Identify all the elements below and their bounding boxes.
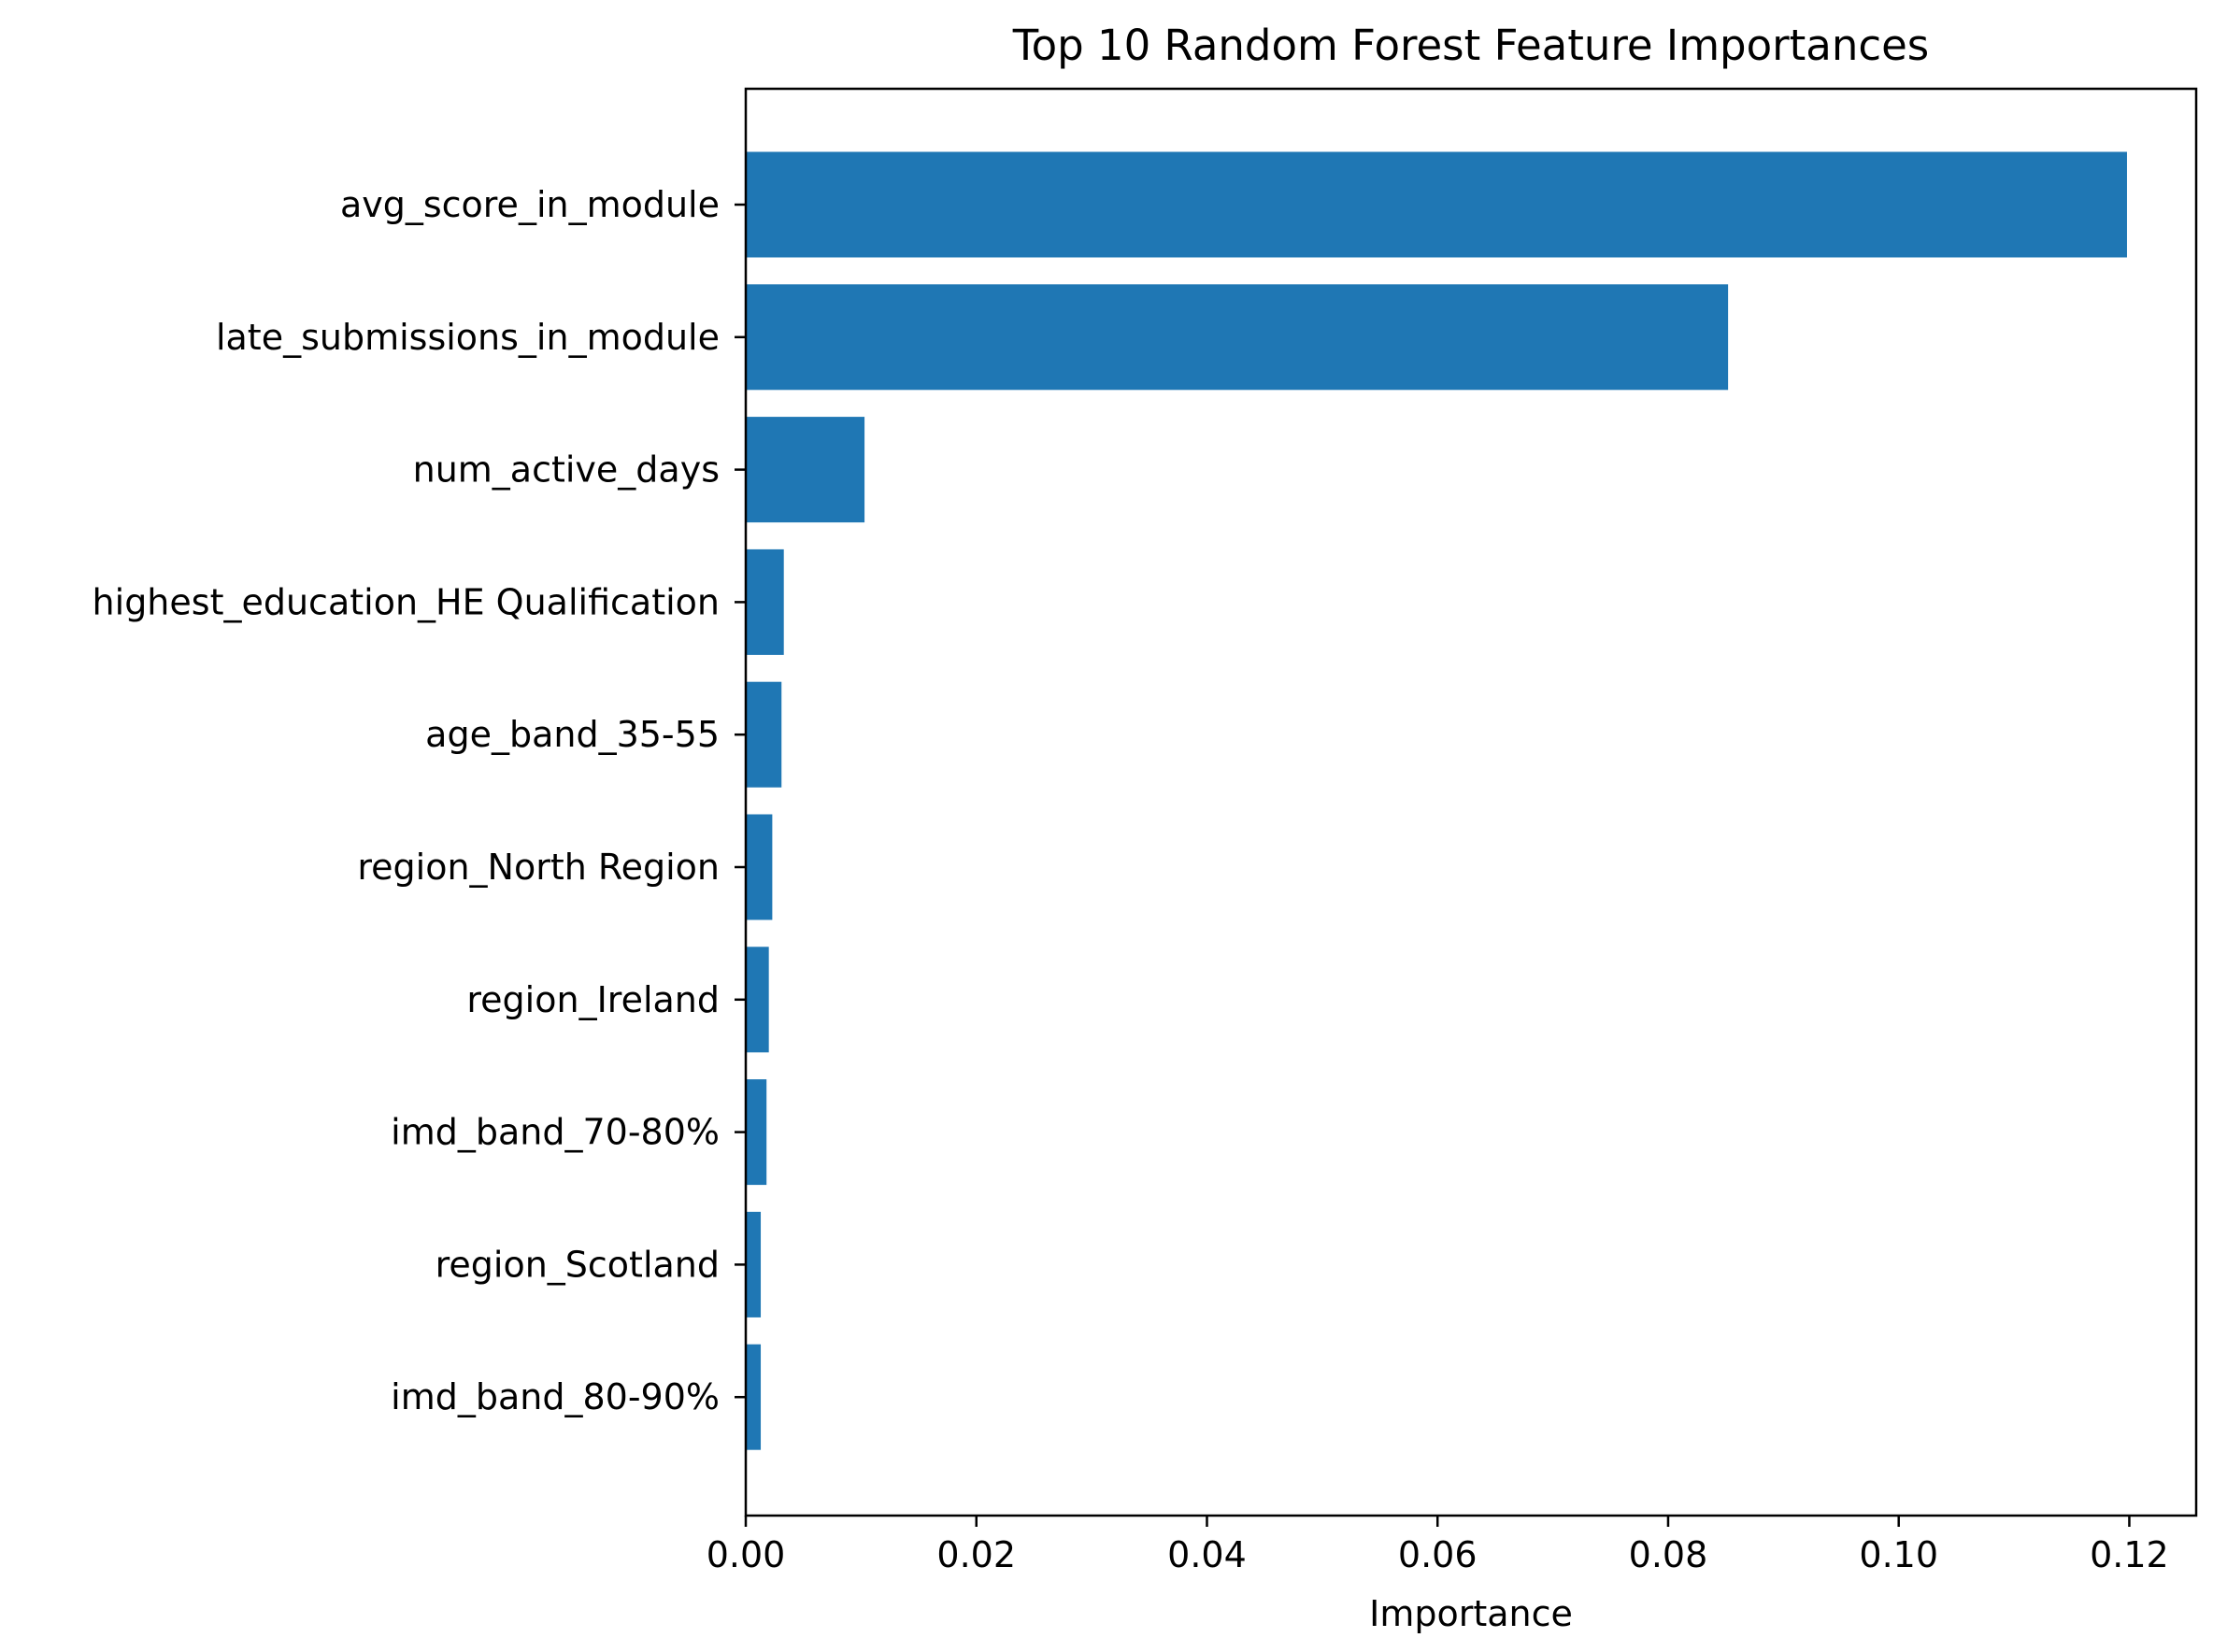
bar-5 <box>746 814 773 920</box>
x-tick-label: 0.02 <box>936 1534 1016 1575</box>
chart-title: Top 10 Random Forest Feature Importances <box>1012 21 1930 70</box>
bar-9 <box>746 1344 762 1450</box>
x-tick-label: 0.06 <box>1398 1534 1478 1575</box>
bar-1 <box>746 284 1729 391</box>
bar-3 <box>746 548 784 655</box>
y-tick-label: region_Scotland <box>435 1244 720 1285</box>
bar-0 <box>746 151 2127 258</box>
x-tick-label: 0.00 <box>707 1534 786 1575</box>
y-tick-label: region_Ireland <box>466 979 720 1020</box>
y-tick-label: highest_education_HE Qualification <box>93 581 720 622</box>
y-tick-label: imd_band_80-90% <box>391 1376 720 1417</box>
bars-layer <box>746 151 2127 1450</box>
y-tick-label: late_submissions_in_module <box>216 317 720 358</box>
y-tick-label: avg_score_in_module <box>340 184 720 225</box>
y-tick-label: age_band_35-55 <box>425 714 720 755</box>
bar-7 <box>746 1079 767 1186</box>
y-tick-label: num_active_days <box>413 449 720 491</box>
bar-4 <box>746 681 782 788</box>
bar-2 <box>746 417 865 523</box>
x-tick-label: 0.04 <box>1167 1534 1247 1575</box>
x-tick-label: 0.12 <box>2090 1534 2169 1575</box>
bar-8 <box>746 1211 762 1317</box>
y-tick-label: region_North Region <box>357 847 720 888</box>
x-axis-label: Importance <box>1369 1593 1573 1634</box>
y-tick-label: imd_band_70-80% <box>391 1112 720 1153</box>
y-axis-ticks: avg_score_in_module late_submissions_in_m… <box>93 184 746 1417</box>
bar-6 <box>746 947 769 1053</box>
x-tick-label: 0.10 <box>1859 1534 1938 1575</box>
plot-frame <box>744 87 2198 1517</box>
x-tick-label: 0.08 <box>1629 1534 1708 1575</box>
x-axis-ticks: 0.00 0.02 0.04 0.06 0.08 0.10 0.12 <box>707 1516 2169 1575</box>
